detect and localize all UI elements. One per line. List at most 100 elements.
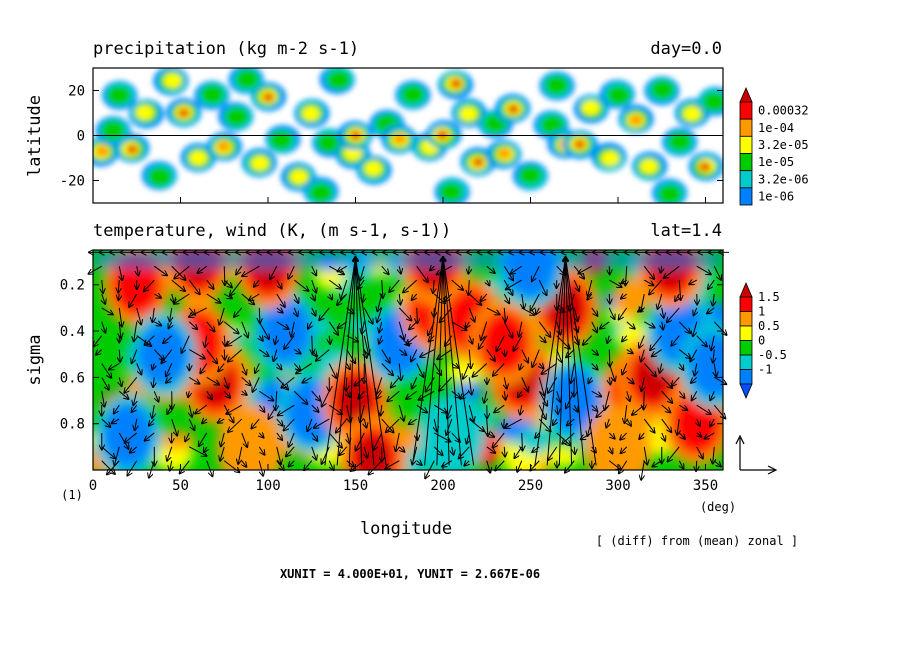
wind-vector-90 xyxy=(197,265,208,273)
wind-vector-534 xyxy=(710,391,714,400)
wind-vector-59 xyxy=(149,460,155,478)
wind-vector-415 xyxy=(574,404,577,411)
wind-vector-154 xyxy=(276,321,289,329)
temp-colorbar-swatch-2 xyxy=(739,325,753,341)
wind-vector-252 xyxy=(373,432,383,450)
wind-vector-353 xyxy=(504,377,507,388)
temp-xtick-label-1: 50 xyxy=(172,478,189,494)
wind-vector-298 xyxy=(433,446,442,455)
wind-vector-461 xyxy=(627,418,631,426)
wind-vector-22 xyxy=(109,363,120,369)
wind-vector-370 xyxy=(520,405,522,414)
wind-vector-112 xyxy=(218,363,225,371)
wind-vector-52 xyxy=(152,363,154,369)
wind-vector-32 xyxy=(129,293,138,307)
precip-blob-4-level-2 xyxy=(148,167,172,187)
wind-vector-strong-1-0 xyxy=(411,257,443,466)
wind-vector-499 xyxy=(678,321,690,333)
wind-vector-4 xyxy=(102,321,106,333)
wind-vector-105 xyxy=(224,266,225,285)
wind-vector-303 xyxy=(440,307,453,322)
precip-blob-47-level-2 xyxy=(235,69,260,89)
wind-vector-440 xyxy=(607,335,609,343)
wind-vector-452 xyxy=(621,294,628,299)
wind-vector-199 xyxy=(328,321,338,335)
wind-vector-144 xyxy=(258,390,273,400)
wind-vector-466 xyxy=(644,279,653,285)
wind-vector-325 xyxy=(468,405,473,421)
wind-vector-445 xyxy=(596,404,610,417)
precip-blob-20-level-3 xyxy=(364,161,383,176)
wind-vector-164 xyxy=(276,460,284,470)
precip-blob-43-level-3 xyxy=(682,106,701,122)
wind-vector-43 xyxy=(130,446,138,453)
wind-vector-220 xyxy=(346,405,351,422)
wind-vector-135 xyxy=(242,265,260,276)
wind-vector-57 xyxy=(145,432,155,441)
wind-vector-431 xyxy=(588,418,593,436)
wind-vector-245 xyxy=(379,335,382,344)
wind-vector-309 xyxy=(451,390,460,398)
temp-xtick-label-0: 0 xyxy=(89,478,97,494)
wind-vector-118 xyxy=(220,446,225,461)
precip-blob-37-level-3 xyxy=(601,151,620,166)
wind-vector-382 xyxy=(539,363,543,368)
precip-ytick-label-1: 0 xyxy=(77,129,85,145)
wind-vector-204 xyxy=(322,391,330,406)
wind-vector-314 xyxy=(442,460,453,467)
wind-vector-26 xyxy=(112,419,120,423)
temp-ytick-label-2: 0.6 xyxy=(60,370,85,386)
wind-vector-529 xyxy=(713,321,726,335)
wind-vector-196 xyxy=(328,279,341,289)
wind-vector-249 xyxy=(376,390,383,398)
wind-vector-13 xyxy=(101,446,115,458)
wind-vector-330 xyxy=(486,265,495,273)
wind-vector-471 xyxy=(641,349,644,362)
wind-vector-484 xyxy=(662,321,663,330)
temp-anomaly-18-ring-1 xyxy=(102,402,154,468)
wind-vector-211 xyxy=(341,279,348,299)
wind-vector-strong-1-1 xyxy=(424,257,443,466)
wind-vector-strong-0-3 xyxy=(356,257,363,466)
wind-vector-91 xyxy=(206,279,214,289)
wind-vector-332 xyxy=(481,293,488,301)
wind-vector-316 xyxy=(468,280,469,295)
wind-vector-526 xyxy=(708,279,715,289)
wind-vector-230 xyxy=(363,335,368,355)
wind-vector-501 xyxy=(678,349,690,359)
reference-vector xyxy=(735,434,778,475)
wind-vector-23 xyxy=(119,377,121,386)
precip-blob-11-level-3 xyxy=(251,155,270,171)
wind-vector-177 xyxy=(289,432,295,447)
wind-vector-331 xyxy=(487,280,490,285)
wind-vector-206 xyxy=(314,418,330,428)
temp-ytick-label-1: 0.4 xyxy=(60,324,85,340)
wind-vector-197 xyxy=(329,294,332,299)
wind-vector-81 xyxy=(188,349,205,359)
temp-colorbar-label-1: 1 xyxy=(758,305,765,319)
wind-vector-strong-2-4 xyxy=(566,257,585,466)
wind-vector-522 xyxy=(697,433,702,437)
temp-texture-130 xyxy=(517,428,553,454)
precip-colorbar-top-triangle xyxy=(739,86,753,103)
wind-vector-487 xyxy=(660,363,662,372)
wind-vector-54 xyxy=(153,391,158,401)
wind-vector-513 xyxy=(694,307,697,315)
precip-colorbar-label-3: 1e-05 xyxy=(758,155,794,169)
precip-blob-9-level-4 xyxy=(217,141,230,152)
wind-vector-strong-1-4 xyxy=(443,257,462,466)
wind-vector-15 xyxy=(119,266,122,280)
wind-vector-9 xyxy=(102,391,105,406)
wind-vector-384 xyxy=(538,391,547,405)
wind-vector-129 xyxy=(242,391,247,395)
temp-x-ticks: 0 50 100 150 200 250 300 350 xyxy=(89,464,718,494)
wind-vector-504 xyxy=(678,390,684,398)
wind-vector-19 xyxy=(119,321,121,338)
wind-vector-171 xyxy=(293,350,300,354)
wind-vector-165 xyxy=(288,265,295,278)
wind-vector-21 xyxy=(119,349,120,362)
wind-vector-132 xyxy=(241,432,247,447)
wind-vector-351 xyxy=(504,349,505,356)
wind-vector-24 xyxy=(118,390,128,399)
temp-colorbar-swatch-4 xyxy=(739,354,753,370)
